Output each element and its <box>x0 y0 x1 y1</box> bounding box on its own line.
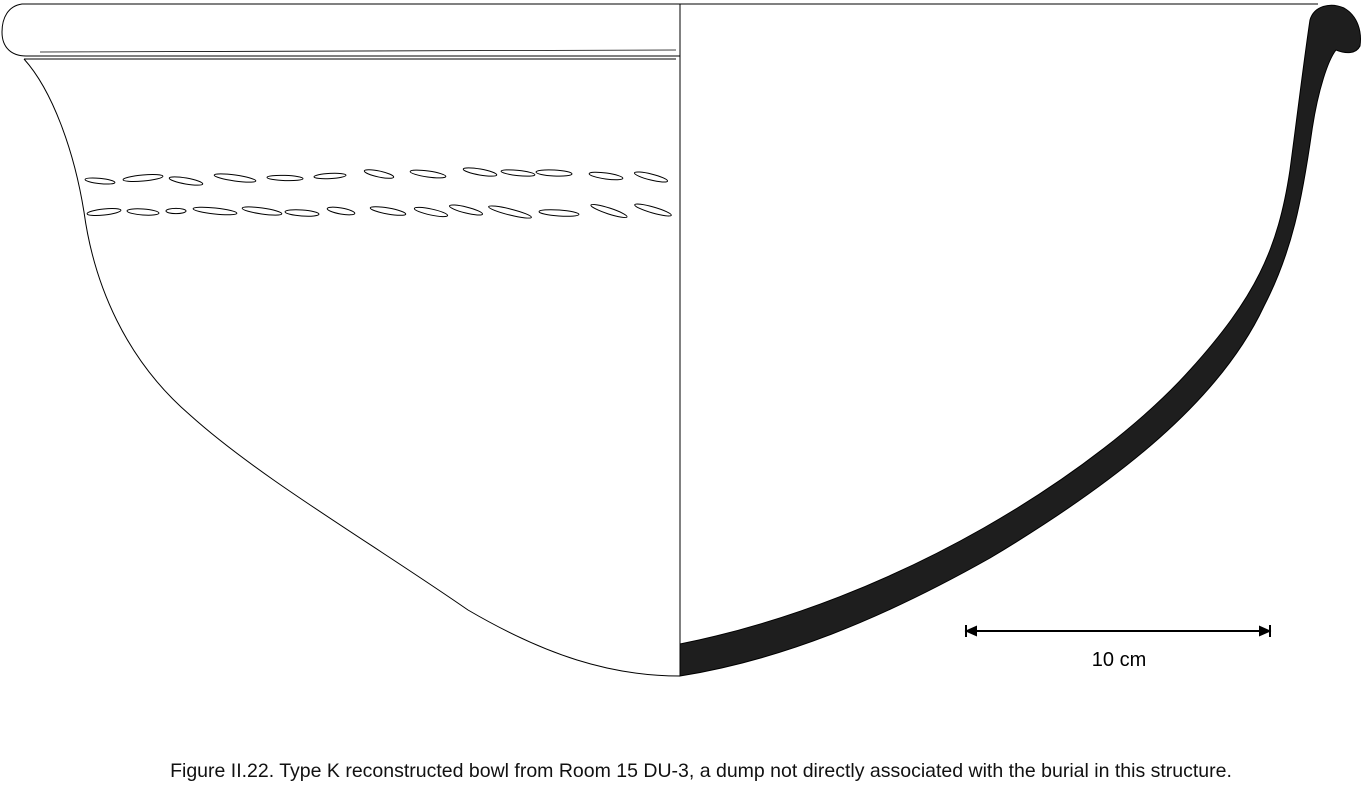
bowl-section-profile <box>679 4 1361 677</box>
figure-caption: Figure II.22. Type K reconstructed bowl … <box>170 760 1232 782</box>
bowl-exterior-profile <box>23 58 681 677</box>
scale-bar-left-arrow <box>964 625 977 637</box>
scale-bar-right-arrow <box>1259 625 1272 637</box>
scale-bar-label: 10 cm <box>1092 649 1146 671</box>
incised-decoration-row-1 <box>84 167 669 186</box>
incised-decoration-row-2 <box>86 203 672 219</box>
rim-inner-line <box>39 49 677 53</box>
rim-band <box>1 3 680 57</box>
scale-bar <box>964 625 1272 637</box>
